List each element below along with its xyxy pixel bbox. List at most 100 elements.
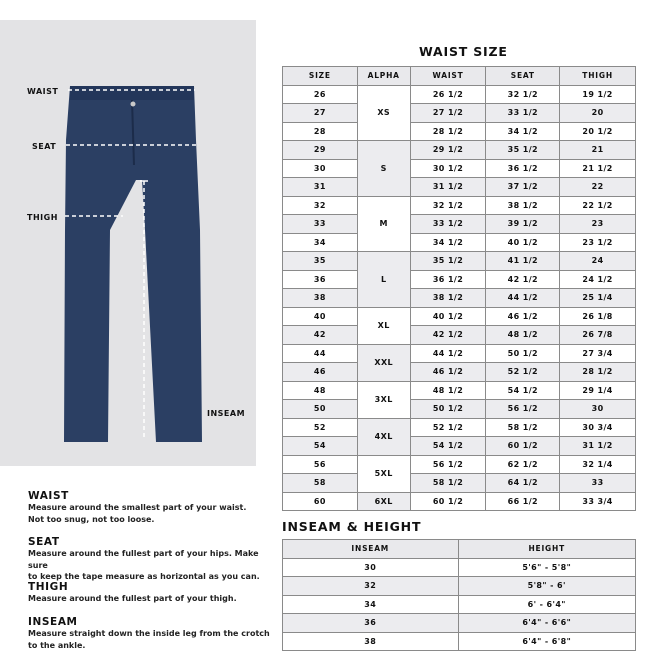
- thigh-cell: 22: [559, 177, 636, 197]
- table-row: 31 31 1/2 37 1/2 22: [282, 177, 636, 197]
- thigh-cell: 29 1/4: [559, 380, 636, 400]
- guide-text: Measure around the fullest part of your …: [28, 549, 259, 570]
- size-cell: 35: [282, 251, 358, 271]
- size-cell: 34: [282, 232, 358, 252]
- thigh-cell: 31 1/2: [559, 436, 636, 456]
- table-row: 48 3XL 48 1/2 54 1/2 29 1/4: [282, 380, 636, 419]
- size-cell: 54: [282, 436, 358, 456]
- height-cell: 5'6" - 5'8": [457, 557, 636, 577]
- thigh-cell: 21: [559, 140, 636, 160]
- size-cell: 30: [282, 158, 358, 178]
- seat-cell: 66 1/2: [485, 491, 561, 511]
- thigh-cell: 24: [559, 251, 636, 271]
- seat-cell: 41 1/2: [485, 251, 561, 271]
- thigh-cell: 32 1/4: [559, 454, 636, 474]
- thigh-cell: 30 3/4: [559, 417, 636, 437]
- table-row: 52 4XL 52 1/2 58 1/2 30 3/4: [282, 417, 636, 456]
- table-row: 38 6'4" - 6'8": [282, 631, 636, 651]
- waist-cell: 26 1/2: [409, 84, 487, 104]
- guide-heading: INSEAM: [28, 616, 78, 628]
- size-cell: 28: [282, 121, 358, 141]
- thigh-cell: 23 1/2: [559, 232, 636, 252]
- alpha-cell: XXL: [356, 343, 411, 382]
- alpha-cell: XL: [356, 306, 411, 345]
- waist-size-title: WAIST SIZE: [419, 44, 508, 59]
- seat-cell: 46 1/2: [485, 306, 561, 326]
- thigh-label: THIGH: [27, 213, 58, 222]
- thigh-cell: 28 1/2: [559, 362, 636, 382]
- waist-cell: 44 1/2: [409, 343, 487, 363]
- table-row: 50 50 1/2 56 1/2 30: [282, 399, 636, 419]
- waist-cell: 52 1/2: [409, 417, 487, 437]
- table-row: 36 6'4" - 6'6": [282, 613, 636, 633]
- table-row: 40 XL 40 1/2 46 1/2 26 1/8: [282, 306, 636, 345]
- column-header: INSEAM: [282, 539, 459, 559]
- column-header: SEAT: [485, 66, 561, 86]
- table-row: 46 46 1/2 52 1/2 28 1/2: [282, 362, 636, 382]
- waist-cell: 58 1/2: [409, 473, 487, 493]
- size-cell: 44: [282, 343, 358, 363]
- seat-cell: 56 1/2: [485, 399, 561, 419]
- column-header: SIZE: [282, 66, 358, 86]
- guide-text: Measure around the smallest part of your…: [28, 503, 247, 512]
- column-header: HEIGHT: [457, 539, 636, 559]
- seat-cell: 40 1/2: [485, 232, 561, 252]
- waist-cell: 32 1/2: [409, 195, 487, 215]
- size-cell: 48: [282, 380, 358, 400]
- size-cell: 40: [282, 306, 358, 326]
- waist-cell: 60 1/2: [409, 491, 487, 511]
- guide-heading: WAIST: [28, 490, 69, 502]
- waist-cell: 30 1/2: [409, 158, 487, 178]
- size-cell: 33: [282, 214, 358, 234]
- seat-label: SEAT: [32, 142, 57, 151]
- seat-cell: 37 1/2: [485, 177, 561, 197]
- table-row: 30 5'6" - 5'8": [282, 557, 636, 577]
- size-cell: 46: [282, 362, 358, 382]
- seat-cell: 42 1/2: [485, 269, 561, 289]
- seat-cell: 36 1/2: [485, 158, 561, 178]
- table-row: 29 S 29 1/2 35 1/2 21: [282, 140, 636, 197]
- waist-cell: 35 1/2: [409, 251, 487, 271]
- thigh-cell: 25 1/4: [559, 288, 636, 308]
- size-cell: 31: [282, 177, 358, 197]
- table-row: 34 34 1/2 40 1/2 23 1/2: [282, 232, 636, 252]
- seat-cell: 44 1/2: [485, 288, 561, 308]
- size-cell: 42: [282, 325, 358, 345]
- thigh-cell: 19 1/2: [559, 84, 636, 104]
- inseam-height-table: INSEAM HEIGHT 30 5'6" - 5'8" 32 5'8" - 6' 34 6…: [282, 539, 636, 651]
- guide-text: to keep the tape measure as horizontal a…: [28, 572, 260, 581]
- table-row: 26 XS 26 1/2 32 1/2 19 1/2: [282, 84, 636, 141]
- table-row: 36 36 1/2 42 1/2 24 1/2: [282, 269, 636, 289]
- thigh-cell: 20 1/2: [559, 121, 636, 141]
- thigh-cell: 30: [559, 399, 636, 419]
- table-row: 54 54 1/2 60 1/2 31 1/2: [282, 436, 636, 456]
- inseam-height-title: INSEAM & HEIGHT: [282, 519, 422, 534]
- waist-cell: 48 1/2: [409, 380, 487, 400]
- alpha-cell: 5XL: [356, 454, 411, 493]
- height-cell: 6'4" - 6'6": [457, 613, 636, 633]
- thigh-cell: 22 1/2: [559, 195, 636, 215]
- column-header: WAIST: [409, 66, 487, 86]
- guide-text: Not too snug, not too loose.: [28, 514, 155, 524]
- waist-label: WAIST: [27, 87, 59, 96]
- thigh-cell: 26 7/8: [559, 325, 636, 345]
- guide-heading: THIGH: [28, 581, 69, 593]
- seat-cell: 34 1/2: [485, 121, 561, 141]
- seat-cell: 35 1/2: [485, 140, 561, 160]
- table-row: 56 5XL 56 1/2 62 1/2 32 1/4: [282, 454, 636, 493]
- waist-cell: 34 1/2: [409, 232, 487, 252]
- column-header: ALPHA: [356, 66, 411, 86]
- waist-cell: 42 1/2: [409, 325, 487, 345]
- guide-inseam: INSEAM Measure straight down the inside l…: [28, 616, 273, 651]
- waist-cell: 29 1/2: [409, 140, 487, 160]
- alpha-cell: M: [356, 195, 411, 252]
- thigh-cell: 33: [559, 473, 636, 493]
- seat-cell: 50 1/2: [485, 343, 561, 363]
- alpha-cell: L: [356, 251, 411, 308]
- table-row: 34 6' - 6'4": [282, 594, 636, 614]
- jeans-shape: [64, 86, 202, 442]
- table-row: 60 6XL 60 1/2 66 1/2 33 3/4: [282, 491, 636, 511]
- size-cell: 50: [282, 399, 358, 419]
- size-cell: 29: [282, 140, 358, 160]
- column-header: THIGH: [559, 66, 636, 86]
